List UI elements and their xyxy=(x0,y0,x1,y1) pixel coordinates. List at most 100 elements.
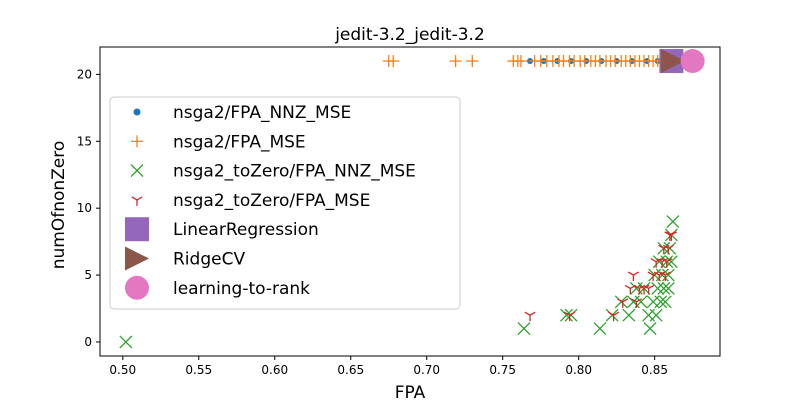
data-point-shape xyxy=(665,231,672,236)
x-tick-label: 0.50 xyxy=(109,363,136,377)
data-point-shape xyxy=(661,258,668,263)
legend-item: nsga2_toZero/FPA_NNZ_MSE xyxy=(130,162,416,182)
data-point xyxy=(622,308,636,322)
legend-marker xyxy=(125,217,149,242)
data-point xyxy=(663,241,677,255)
data-point xyxy=(657,281,671,295)
plot-area xyxy=(99,46,721,357)
data-point xyxy=(564,311,576,322)
data-point-shape xyxy=(633,284,640,290)
data-point xyxy=(608,311,620,322)
y-tick-label: 15 xyxy=(77,134,92,148)
x-tick-label: 0.65 xyxy=(337,363,364,377)
data-point-shape xyxy=(517,322,531,336)
data-point-shape xyxy=(643,322,657,336)
data-point-shape xyxy=(627,271,634,276)
data-point-shape xyxy=(622,298,629,303)
legend-label: nsga2_toZero/FPA_NNZ_MSE xyxy=(173,162,416,182)
legend-label: nsga2/FPA_MSE xyxy=(173,132,306,152)
data-point-shape xyxy=(664,231,671,236)
data-point xyxy=(658,295,672,309)
legend-marker-shape xyxy=(125,275,149,300)
data-point-shape xyxy=(119,335,133,349)
data-point xyxy=(627,271,639,282)
x-tick-label: 0.55 xyxy=(185,363,212,377)
data-point xyxy=(665,231,677,241)
series-2 xyxy=(119,215,680,349)
data-point-shape xyxy=(647,271,654,276)
x-axis-ticks: 0.50 0.55 0.60 0.65 0.70 0.75 0.80 0.85 xyxy=(109,356,668,377)
x-tick-label: 0.80 xyxy=(565,363,592,377)
legend-item: learning-to-rank xyxy=(125,275,310,300)
legend-marker xyxy=(125,246,149,271)
data-point-shape xyxy=(656,258,663,263)
y-tick-label: 0 xyxy=(84,335,92,349)
data-point-shape xyxy=(648,284,655,290)
legend-label: RidgeCV xyxy=(173,250,245,270)
data-point-shape xyxy=(660,49,685,74)
legend-marker xyxy=(131,196,143,206)
legend-marker-shape xyxy=(125,246,149,271)
data-point xyxy=(614,295,628,309)
data-point-shape xyxy=(529,311,536,316)
data-point-shape xyxy=(593,322,607,336)
data-point xyxy=(564,308,578,322)
data-point-shape xyxy=(564,308,578,322)
data-point xyxy=(593,322,607,336)
legend-marker xyxy=(133,108,141,116)
legend-marker-shape xyxy=(133,108,141,116)
data-points xyxy=(119,49,705,349)
data-point xyxy=(661,258,673,268)
x-tick-label: 0.70 xyxy=(413,363,440,377)
data-point-shape xyxy=(662,244,669,249)
data-point-shape xyxy=(654,295,668,309)
data-point xyxy=(517,322,531,336)
legend-marker-shape xyxy=(125,217,149,242)
data-point xyxy=(655,268,669,282)
data-point xyxy=(659,271,671,282)
data-point-shape xyxy=(613,311,620,316)
legend-marker xyxy=(131,135,143,148)
data-point-shape xyxy=(650,258,657,263)
series-3 xyxy=(524,231,677,322)
data-point-shape xyxy=(524,311,531,316)
data-point xyxy=(466,55,479,68)
y-axis-label: numOfnonZero xyxy=(49,141,69,270)
legend: nsga2/FPA_NNZ_MSE nsga2/FPA_MSE nsga2_toZe… xyxy=(109,96,461,310)
plot-frame xyxy=(99,46,721,357)
data-point-shape xyxy=(671,231,677,236)
data-point xyxy=(662,244,674,255)
series-6 xyxy=(680,49,705,74)
data-point-shape xyxy=(649,308,663,322)
data-point xyxy=(617,298,629,308)
legend-label: nsga2_toZero/FPA_MSE xyxy=(173,191,370,211)
data-point-shape xyxy=(569,311,576,316)
data-point-shape xyxy=(605,308,619,322)
legend-label: nsga2/FPA_NNZ_MSE xyxy=(173,103,351,123)
data-point-shape xyxy=(564,311,570,316)
legend-item: nsga2/FPA_MSE xyxy=(131,132,306,152)
data-point xyxy=(643,284,655,295)
data-point xyxy=(651,281,665,295)
data-point-shape xyxy=(680,49,705,74)
data-point xyxy=(560,308,573,322)
legend-box xyxy=(109,96,461,310)
data-point-shape xyxy=(653,271,660,276)
data-point-shape xyxy=(608,311,614,316)
x-tick-label: 0.75 xyxy=(489,363,516,377)
legend-marker-shape xyxy=(131,196,138,201)
data-point xyxy=(524,311,536,322)
data-point xyxy=(654,295,668,309)
data-point-shape xyxy=(668,244,674,249)
data-point xyxy=(119,335,133,349)
data-point-shape xyxy=(651,281,665,295)
data-point-shape xyxy=(633,271,639,276)
data-point-shape xyxy=(666,215,680,229)
data-point-shape xyxy=(638,284,645,290)
data-point xyxy=(630,298,642,308)
legend-marker-shape xyxy=(130,164,144,178)
data-point xyxy=(605,308,619,322)
data-point xyxy=(661,268,675,282)
y-tick-label: 20 xyxy=(77,67,92,81)
data-point-shape xyxy=(624,284,631,290)
